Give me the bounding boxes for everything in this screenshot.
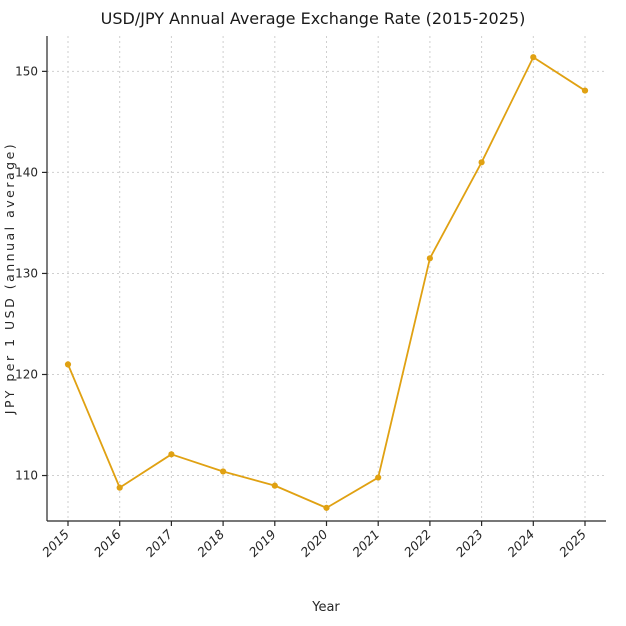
y-tick-label: 150 <box>15 64 38 78</box>
x-tick-label: 2023 <box>453 526 486 559</box>
y-tick-label: 110 <box>15 469 38 483</box>
x-tick-label: 2019 <box>246 526 279 559</box>
x-tick-label: 2024 <box>504 526 537 559</box>
x-tick-label: 2017 <box>142 526 175 559</box>
x-tick-label: 2018 <box>194 526 227 559</box>
data-point <box>323 504 330 511</box>
data-point <box>220 468 227 475</box>
data-point <box>64 361 72 368</box>
x-axis-label: Year <box>311 600 340 615</box>
data-point <box>581 87 589 94</box>
data-point <box>530 54 537 61</box>
y-axis-label: JPY per 1 USD (annual average) <box>2 142 17 415</box>
x-tick-label: 2021 <box>349 527 382 560</box>
data-point <box>426 255 433 262</box>
data-point <box>375 474 382 481</box>
plot-area: 110 120 130 140 150 2015 2016 2017 2018 2019 2020 2… <box>15 36 606 560</box>
line-chart: 110 120 130 140 150 2015 2016 2017 2018 2019 2020 2… <box>2 36 606 615</box>
y-tick-label: 140 <box>15 165 38 179</box>
x-tick-label: 2025 <box>556 526 589 559</box>
data-point <box>271 482 278 489</box>
x-tick-label: 2016 <box>91 526 124 559</box>
data-point <box>168 451 175 458</box>
chart-title: USD/JPY Annual Average Exchange Rate (20… <box>100 9 526 28</box>
x-tick-label: 2022 <box>401 526 434 559</box>
x-tick-label: 2020 <box>298 526 331 559</box>
y-tick-label: 120 <box>15 367 38 381</box>
y-tick-label: 130 <box>15 266 38 280</box>
data-point <box>116 484 123 491</box>
data-point <box>478 159 485 166</box>
x-tick-label: 2015 <box>39 526 72 559</box>
